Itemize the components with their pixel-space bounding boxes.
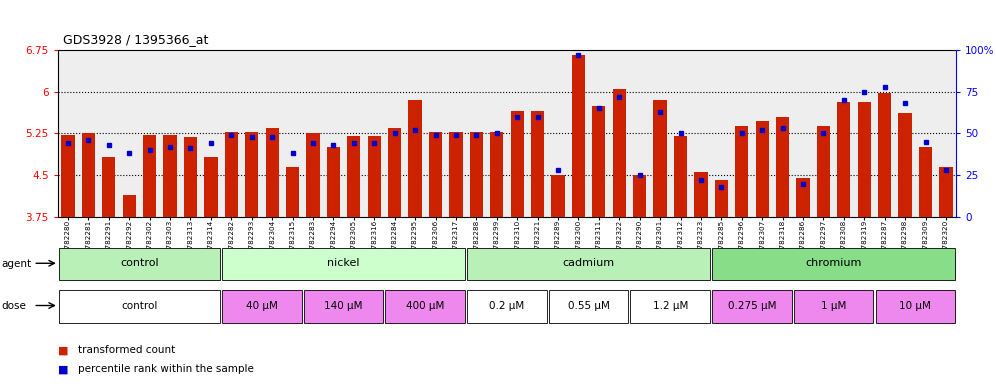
Text: chromium: chromium [806, 258, 862, 268]
Bar [715, 180, 728, 217]
Bar [59, 290, 220, 323]
Text: 1.2 μM: 1.2 μM [652, 301, 688, 311]
Text: 40 μM: 40 μM [246, 301, 278, 311]
Bar [511, 111, 524, 217]
Bar [225, 132, 238, 217]
Bar [797, 178, 810, 217]
Text: dose: dose [1, 301, 26, 311]
Bar [470, 132, 483, 217]
Bar [572, 56, 585, 217]
Bar [467, 248, 710, 280]
Bar [694, 172, 707, 217]
Text: 1 μM: 1 μM [821, 301, 847, 311]
Bar [59, 248, 220, 280]
Text: nickel: nickel [328, 258, 360, 268]
Bar [878, 93, 891, 217]
Bar [939, 167, 952, 217]
Text: control: control [122, 301, 157, 311]
Bar [304, 290, 383, 323]
Text: cadmium: cadmium [563, 258, 615, 268]
Text: agent: agent [1, 259, 31, 269]
Bar [593, 106, 606, 217]
Bar [222, 248, 465, 280]
Bar [838, 102, 851, 217]
Text: 0.275 μM: 0.275 μM [728, 301, 776, 311]
Bar [266, 128, 279, 217]
Bar [674, 136, 687, 217]
Text: 10 μM: 10 μM [899, 301, 931, 311]
Bar [919, 147, 932, 217]
Bar [222, 290, 302, 323]
Bar [633, 175, 646, 217]
Text: GDS3928 / 1395366_at: GDS3928 / 1395366_at [63, 33, 208, 46]
Text: ■: ■ [58, 345, 69, 355]
Bar [653, 100, 666, 217]
Text: control: control [121, 258, 158, 268]
Text: 140 μM: 140 μM [325, 301, 363, 311]
Bar [204, 157, 217, 217]
Bar [245, 132, 258, 217]
Bar [449, 132, 462, 217]
Bar [490, 132, 503, 217]
Bar [388, 128, 401, 217]
Text: percentile rank within the sample: percentile rank within the sample [78, 364, 254, 374]
Bar [898, 113, 911, 217]
Bar [858, 102, 871, 217]
Bar [817, 126, 830, 217]
Bar [756, 121, 769, 217]
Bar [143, 135, 156, 217]
Text: transformed count: transformed count [78, 345, 175, 355]
Bar [82, 134, 95, 217]
Bar [735, 126, 748, 217]
Bar [630, 290, 710, 323]
Bar [123, 195, 135, 217]
Bar [531, 111, 544, 217]
Bar [712, 290, 792, 323]
Bar [184, 137, 197, 217]
Bar [875, 290, 955, 323]
Bar [163, 135, 176, 217]
Bar [467, 290, 547, 323]
Text: 0.55 μM: 0.55 μM [568, 301, 610, 311]
Bar [794, 290, 873, 323]
Bar [62, 135, 75, 217]
Bar [552, 175, 565, 217]
Bar [368, 136, 380, 217]
Bar [286, 167, 299, 217]
Bar [712, 248, 955, 280]
Bar [385, 290, 465, 323]
Bar [307, 134, 320, 217]
Bar [613, 89, 625, 217]
Bar [549, 290, 628, 323]
Bar [408, 100, 421, 217]
Bar [327, 147, 340, 217]
Bar [776, 117, 789, 217]
Bar [429, 132, 442, 217]
Text: 400 μM: 400 μM [406, 301, 444, 311]
Bar [103, 157, 116, 217]
Text: 0.2 μM: 0.2 μM [489, 301, 525, 311]
Bar [348, 136, 361, 217]
Text: ■: ■ [58, 364, 69, 374]
